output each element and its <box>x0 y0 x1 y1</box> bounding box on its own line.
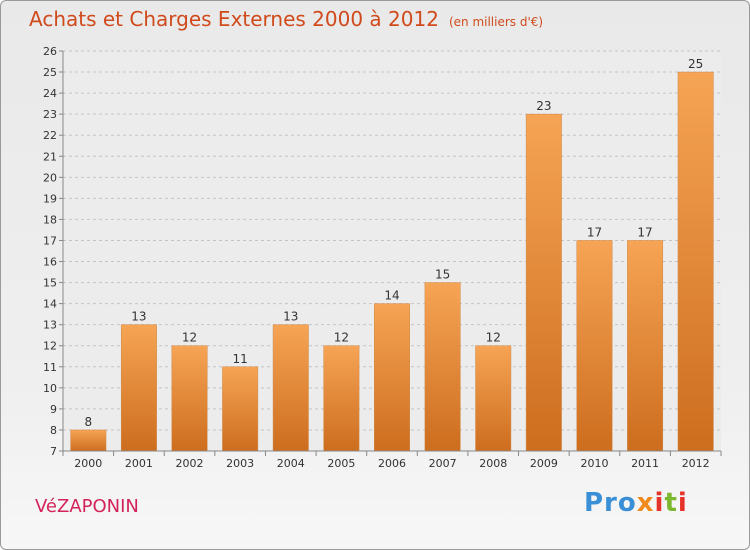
y-tick-label: 23 <box>43 108 57 121</box>
y-tick-label: 18 <box>43 213 57 226</box>
bar-value-label: 8 <box>84 415 92 429</box>
bar-2009 <box>525 113 562 452</box>
bar-2003 <box>222 366 259 452</box>
y-tick-label: 25 <box>43 66 57 79</box>
bar-2002 <box>171 345 208 452</box>
bar-2007 <box>424 282 461 452</box>
bar-2006 <box>374 303 410 452</box>
bar-value-label: 12 <box>486 331 501 345</box>
y-tick-label: 9 <box>50 403 57 416</box>
bar-2011 <box>627 240 664 452</box>
x-tick-label: 2003 <box>226 457 254 470</box>
x-tick-label: 2004 <box>277 457 305 470</box>
y-tick-label: 21 <box>43 150 57 163</box>
y-tick-label: 15 <box>43 277 57 290</box>
bar-2010 <box>576 240 613 452</box>
bar-2001 <box>120 324 157 452</box>
y-tick-label: 16 <box>43 256 57 269</box>
bar-value-label: 14 <box>384 289 399 303</box>
y-tick-label: 13 <box>43 319 57 332</box>
x-tick-label: 2006 <box>378 457 406 470</box>
bar-value-label: 13 <box>131 310 146 324</box>
x-tick-label: 2002 <box>176 457 204 470</box>
y-tick-label: 14 <box>43 298 57 311</box>
x-tick-label: 2012 <box>682 457 710 470</box>
y-tick-label: 17 <box>43 234 57 247</box>
x-tick-label: 2007 <box>429 457 457 470</box>
y-tick-label: 20 <box>43 171 57 184</box>
chart-title: Achats et Charges Externes 2000 à 2012 (e… <box>29 7 544 31</box>
x-tick-label: 2011 <box>631 457 659 470</box>
x-tick-label: 2001 <box>125 457 153 470</box>
y-tick-label: 22 <box>43 129 57 142</box>
bar-2000 <box>70 429 107 452</box>
bar-value-label: 15 <box>435 268 450 282</box>
y-tick-label: 7 <box>50 445 57 458</box>
commune-name: VéZAPONIN <box>35 496 139 517</box>
bar-2004 <box>272 324 309 452</box>
proxiti-logo[interactable]: Proxiti <box>584 488 688 518</box>
y-tick-label: 11 <box>43 361 57 374</box>
chart-subtitle: (en milliers d'€) <box>448 15 544 29</box>
bar-2008 <box>475 345 512 452</box>
x-tick-label: 2000 <box>74 457 102 470</box>
bar-value-label: 23 <box>536 99 551 113</box>
x-tick-label: 2005 <box>327 457 355 470</box>
x-tick-label: 2009 <box>530 457 558 470</box>
y-tick-label: 24 <box>43 87 57 100</box>
bar-value-label: 12 <box>334 331 349 345</box>
bar-2012 <box>677 71 714 452</box>
bar-value-label: 17 <box>587 225 602 239</box>
y-tick-label: 12 <box>43 340 57 353</box>
x-tick-label: 2010 <box>580 457 608 470</box>
bar-2005 <box>323 345 360 452</box>
bar-value-label: 12 <box>182 331 197 345</box>
x-tick-label: 2008 <box>479 457 507 470</box>
y-tick-label: 8 <box>50 424 57 437</box>
y-tick-label: 19 <box>43 192 57 205</box>
bar-value-label: 25 <box>688 57 703 71</box>
bar-value-label: 11 <box>233 352 248 366</box>
bar-value-label: 17 <box>637 225 652 239</box>
y-tick-label: 26 <box>43 45 57 58</box>
bar-value-label: 13 <box>283 310 298 324</box>
y-tick-label: 10 <box>43 382 57 395</box>
